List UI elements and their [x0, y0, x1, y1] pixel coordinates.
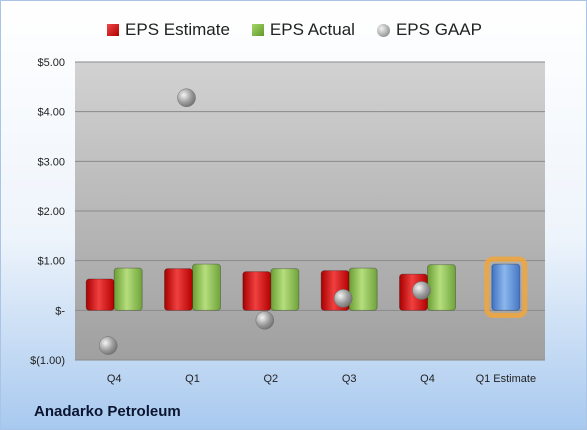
eps-actual-bar: [270, 268, 300, 311]
legend-item-eps-actual: EPS Actual: [251, 20, 355, 40]
eps-gaap-point: [412, 281, 431, 300]
y-tick-label: $5.00: [37, 57, 65, 69]
y-tick-label: $-: [55, 305, 65, 317]
legend-swatch-green: [251, 24, 264, 36]
y-tick-label: $2.00: [37, 206, 65, 218]
legend-label-eps-estimate: EPS Estimate: [125, 20, 230, 39]
eps-gaap-point: [333, 289, 353, 308]
q1-estimate-bar: [491, 263, 521, 311]
legend-swatch-red: [107, 24, 120, 36]
eps-actual-bar: [113, 267, 143, 311]
legend-item-eps-gaap: EPS GAAP: [376, 20, 482, 40]
eps-estimate-bar: [242, 271, 272, 311]
eps-gaap-point: [98, 336, 118, 355]
legend-item-eps-estimate: EPS Estimate: [107, 20, 230, 40]
x-tick-label: Q1: [185, 373, 200, 385]
eps-actual-bar: [427, 264, 456, 311]
y-tick-label: $(1.00): [30, 355, 65, 367]
eps-actual-bar: [192, 263, 221, 311]
legend-label-eps-gaap: EPS GAAP: [395, 20, 482, 39]
company-name: Anadarko Petroleum: [34, 403, 181, 420]
chart-legend: EPS Estimate EPS Actual EPS GAAP: [1, 17, 586, 43]
y-tick-label: $3.00: [37, 156, 65, 168]
eps-gaap-point: [177, 88, 196, 108]
legend-swatch-gray-dot: [376, 23, 390, 37]
legend-label-eps-actual: EPS Actual: [269, 20, 355, 39]
x-tick-label: Q2: [263, 373, 278, 385]
x-tick-label: Q3: [342, 373, 357, 385]
eps-gaap-point: [255, 311, 275, 330]
x-tick-label: Q4: [420, 373, 435, 385]
x-tick-label: Q4: [107, 373, 122, 385]
eps-estimate-bar: [164, 268, 193, 311]
eps-estimate-bar: [85, 278, 115, 311]
estimate-highlight-outline: [484, 256, 528, 318]
eps-actual-bar: [348, 267, 378, 311]
y-tick-label: $1.00: [37, 256, 65, 268]
x-tick-label: Q1 Estimate: [476, 373, 537, 385]
y-tick-label: $4.00: [37, 107, 65, 119]
